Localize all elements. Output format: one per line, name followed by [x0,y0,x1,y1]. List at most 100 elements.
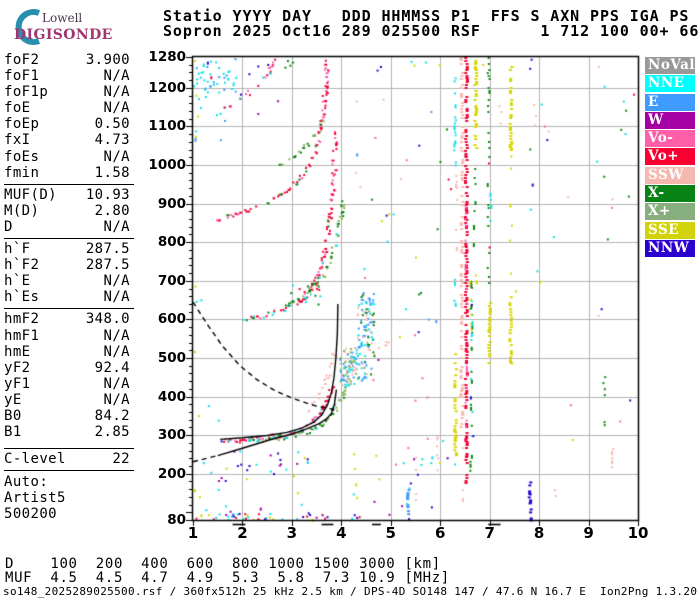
param-label: foEp [4,116,40,133]
x-axis-label: 1 [187,524,199,542]
legend-item-ssw: SSW [645,166,695,184]
param-value: 3.900 [85,52,130,68]
param-value: 4.73 [94,132,130,149]
param-label: fxI [4,132,31,149]
param-value: N/A [103,100,130,117]
param-row: fmin 1.58 [4,165,130,181]
param-row: C-level 22 [4,451,130,467]
autoscaling-line: Artist5 [4,490,66,507]
y-axis-label: 800 [157,234,186,251]
x-axis-label: 3 [286,524,298,542]
param-row: hmF2 348.0 [4,311,130,327]
logo-arc-icon [15,9,41,45]
lowell-digisonde-logo: Lowell DIGISONDE [6,4,126,50]
param-row: foF2 3.900 [4,52,130,68]
param-label: h`F2 [4,257,40,274]
y-axis-label: 500 [157,349,186,366]
param-label: foE [4,100,31,117]
header-title: Statio YYYY DAY DDD HHMMSS P1 FFS S AXN … [163,9,699,39]
y-axis-label: 700 [157,272,186,289]
param-row: yE N/A [4,392,130,408]
param-value: 22 [112,451,130,468]
param-label: yE [4,391,22,408]
x-axis-label: 5 [385,524,396,542]
param-separator [4,183,134,185]
autoscaling-line: 500200 [4,506,57,523]
param-row: fxI 4.73 [4,132,130,148]
x-axis-label: 6 [435,524,446,542]
autoscaling-line: Auto: [4,474,49,491]
x-axis-label: 4 [336,524,347,542]
param-label: foF1 [4,68,40,85]
legend-item-nnw: NNW [645,239,695,257]
y-axis-label: 900 [157,195,186,212]
x-axis-label: 8 [533,524,545,542]
y-axis-label: 1100 [148,118,186,135]
header-values-row: Sopron 2025 Oct16 289 025500 RSF 1 712 1… [163,21,700,40]
y-axis-label: 80 [167,512,186,528]
param-label: B0 [4,407,22,424]
legend-item-vo: Vo- [645,130,695,148]
param-value: N/A [103,273,130,290]
param-value: 2.85 [94,424,130,441]
param-label: yF1 [4,375,31,392]
autoscaling-info: Auto: Artist5 500200 [4,474,136,522]
param-value: 348.0 [85,311,130,328]
param-label: fmin [4,164,40,181]
logo-lowell-text: Lowell [42,11,83,25]
param-row: hmF1 N/A [4,328,130,344]
param-value: 287.5 [85,257,130,274]
legend-item-e: E [645,93,695,111]
legend-item-nne: NNE [645,75,695,93]
legend-item-w: W [645,111,695,129]
param-label: yF2 [4,359,31,376]
header-fields-row: Statio YYYY DAY DDD HHMMSS P1 FFS S AXN … [163,7,690,25]
param-row: MUF(D) 10.93 [4,187,130,203]
param-label: MUF(D) [4,186,57,203]
param-separator [4,470,134,472]
param-value: 1.58 [94,164,130,181]
x-axis-label: 9 [583,524,594,542]
param-value: N/A [103,343,130,360]
param-value: N/A [103,68,130,85]
param-label: B1 [4,424,22,441]
doppler-direction-legend: NoVal NNE E W Vo- Vo+ SSW X- X+ SSE NNW [645,57,695,258]
legend-item-x: X+ [645,203,695,221]
param-value: N/A [103,289,130,306]
param-row: h`Es N/A [4,289,130,305]
param-row: h`F2 287.5 [4,257,130,273]
param-row: foE N/A [4,100,130,116]
param-row: foF1 N/A [4,68,130,84]
y-axis-label: 400 [157,388,186,405]
param-label: hmE [4,343,31,360]
param-row: h`F 287.5 [4,241,130,257]
param-value: 2.80 [94,202,130,219]
param-value: 10.93 [85,186,130,203]
param-label: hmF1 [4,327,40,344]
y-axis-label: 1000 [148,157,186,174]
legend-item-vo: Vo+ [645,148,695,166]
param-value: 92.4 [94,359,130,376]
footer-status-line: so148_2025289025500.rsf / 360fx512h 25 k… [3,585,698,598]
param-label: hmF2 [4,311,40,328]
param-label: h`E [4,273,31,290]
param-label: foEs [4,148,40,165]
parameter-panel: foF2 3.900 foF1 N/A foF1p N/A foE N/A foEp 0.50 fx… [4,52,136,523]
x-axis-label: 10 [627,524,649,542]
param-value: N/A [103,148,130,165]
param-row: B1 2.85 [4,424,130,440]
param-label: foF2 [4,52,40,68]
param-value: 84.2 [94,407,130,424]
param-row: yF2 92.4 [4,360,130,376]
y-axis-label: 600 [157,311,186,328]
param-label: C-level [4,451,66,468]
param-value: N/A [103,218,130,235]
param-row: yF1 N/A [4,376,130,392]
y-axis-label: 300 [157,427,186,444]
param-value: N/A [103,327,130,344]
param-value: N/A [103,391,130,408]
legend-item-x: X- [645,185,695,203]
param-label: D [4,218,13,235]
